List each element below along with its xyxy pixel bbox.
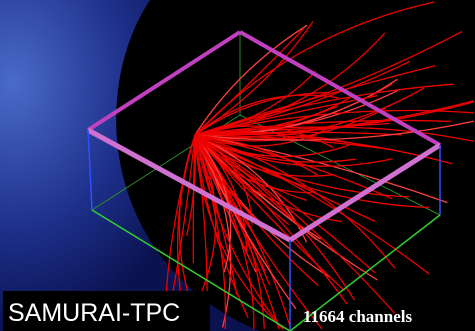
- detector-label: SAMURAI-TPC: [8, 299, 180, 327]
- channels-label: 11664 channels: [303, 307, 412, 326]
- event-display: SAMURAI-TPC 11664 channels: [0, 0, 475, 331]
- page: SAMURAI-TPC 11664 channels (() => { cons…: [0, 0, 475, 331]
